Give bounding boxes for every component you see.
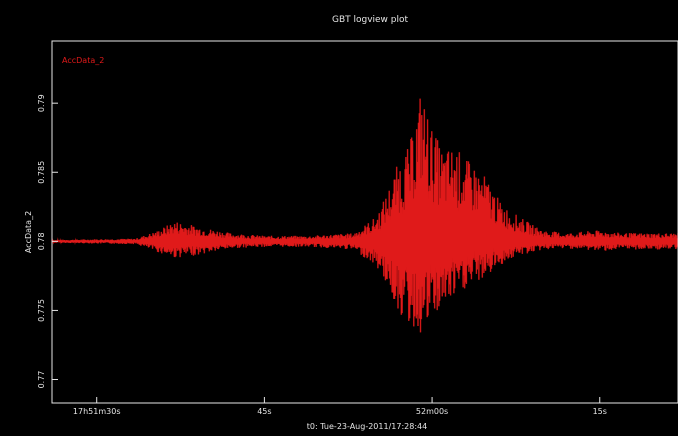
- plot-frame: [51, 40, 678, 404]
- legend-label: AccData_2: [62, 56, 104, 65]
- x-tick-label: 15s: [593, 407, 607, 416]
- y-tick-label: 0.775: [37, 299, 46, 322]
- signal-line: [51, 98, 678, 333]
- chart-title: GBT logview plot: [332, 15, 409, 25]
- x-axis-ticks: 17h51m30s 45s 52m00s 15s: [73, 397, 607, 416]
- x-axis-label: t0: Tue-23-Aug-2011/17:28:44: [307, 422, 427, 431]
- y-tick-label: 0.78: [37, 232, 46, 250]
- y-axis-ticks: 0.77 0.775 0.78 0.785 0.79: [37, 94, 58, 388]
- y-axis-label: AccData_2: [24, 211, 33, 253]
- x-tick-label: 52m00s: [416, 407, 448, 416]
- y-tick-label: 0.79: [37, 94, 46, 112]
- y-tick-label: 0.785: [37, 161, 46, 184]
- x-tick-label: 45s: [257, 407, 271, 416]
- x-tick-label: 17h51m30s: [73, 407, 121, 416]
- signal-trace: [51, 98, 678, 333]
- y-tick-label: 0.77: [37, 371, 46, 389]
